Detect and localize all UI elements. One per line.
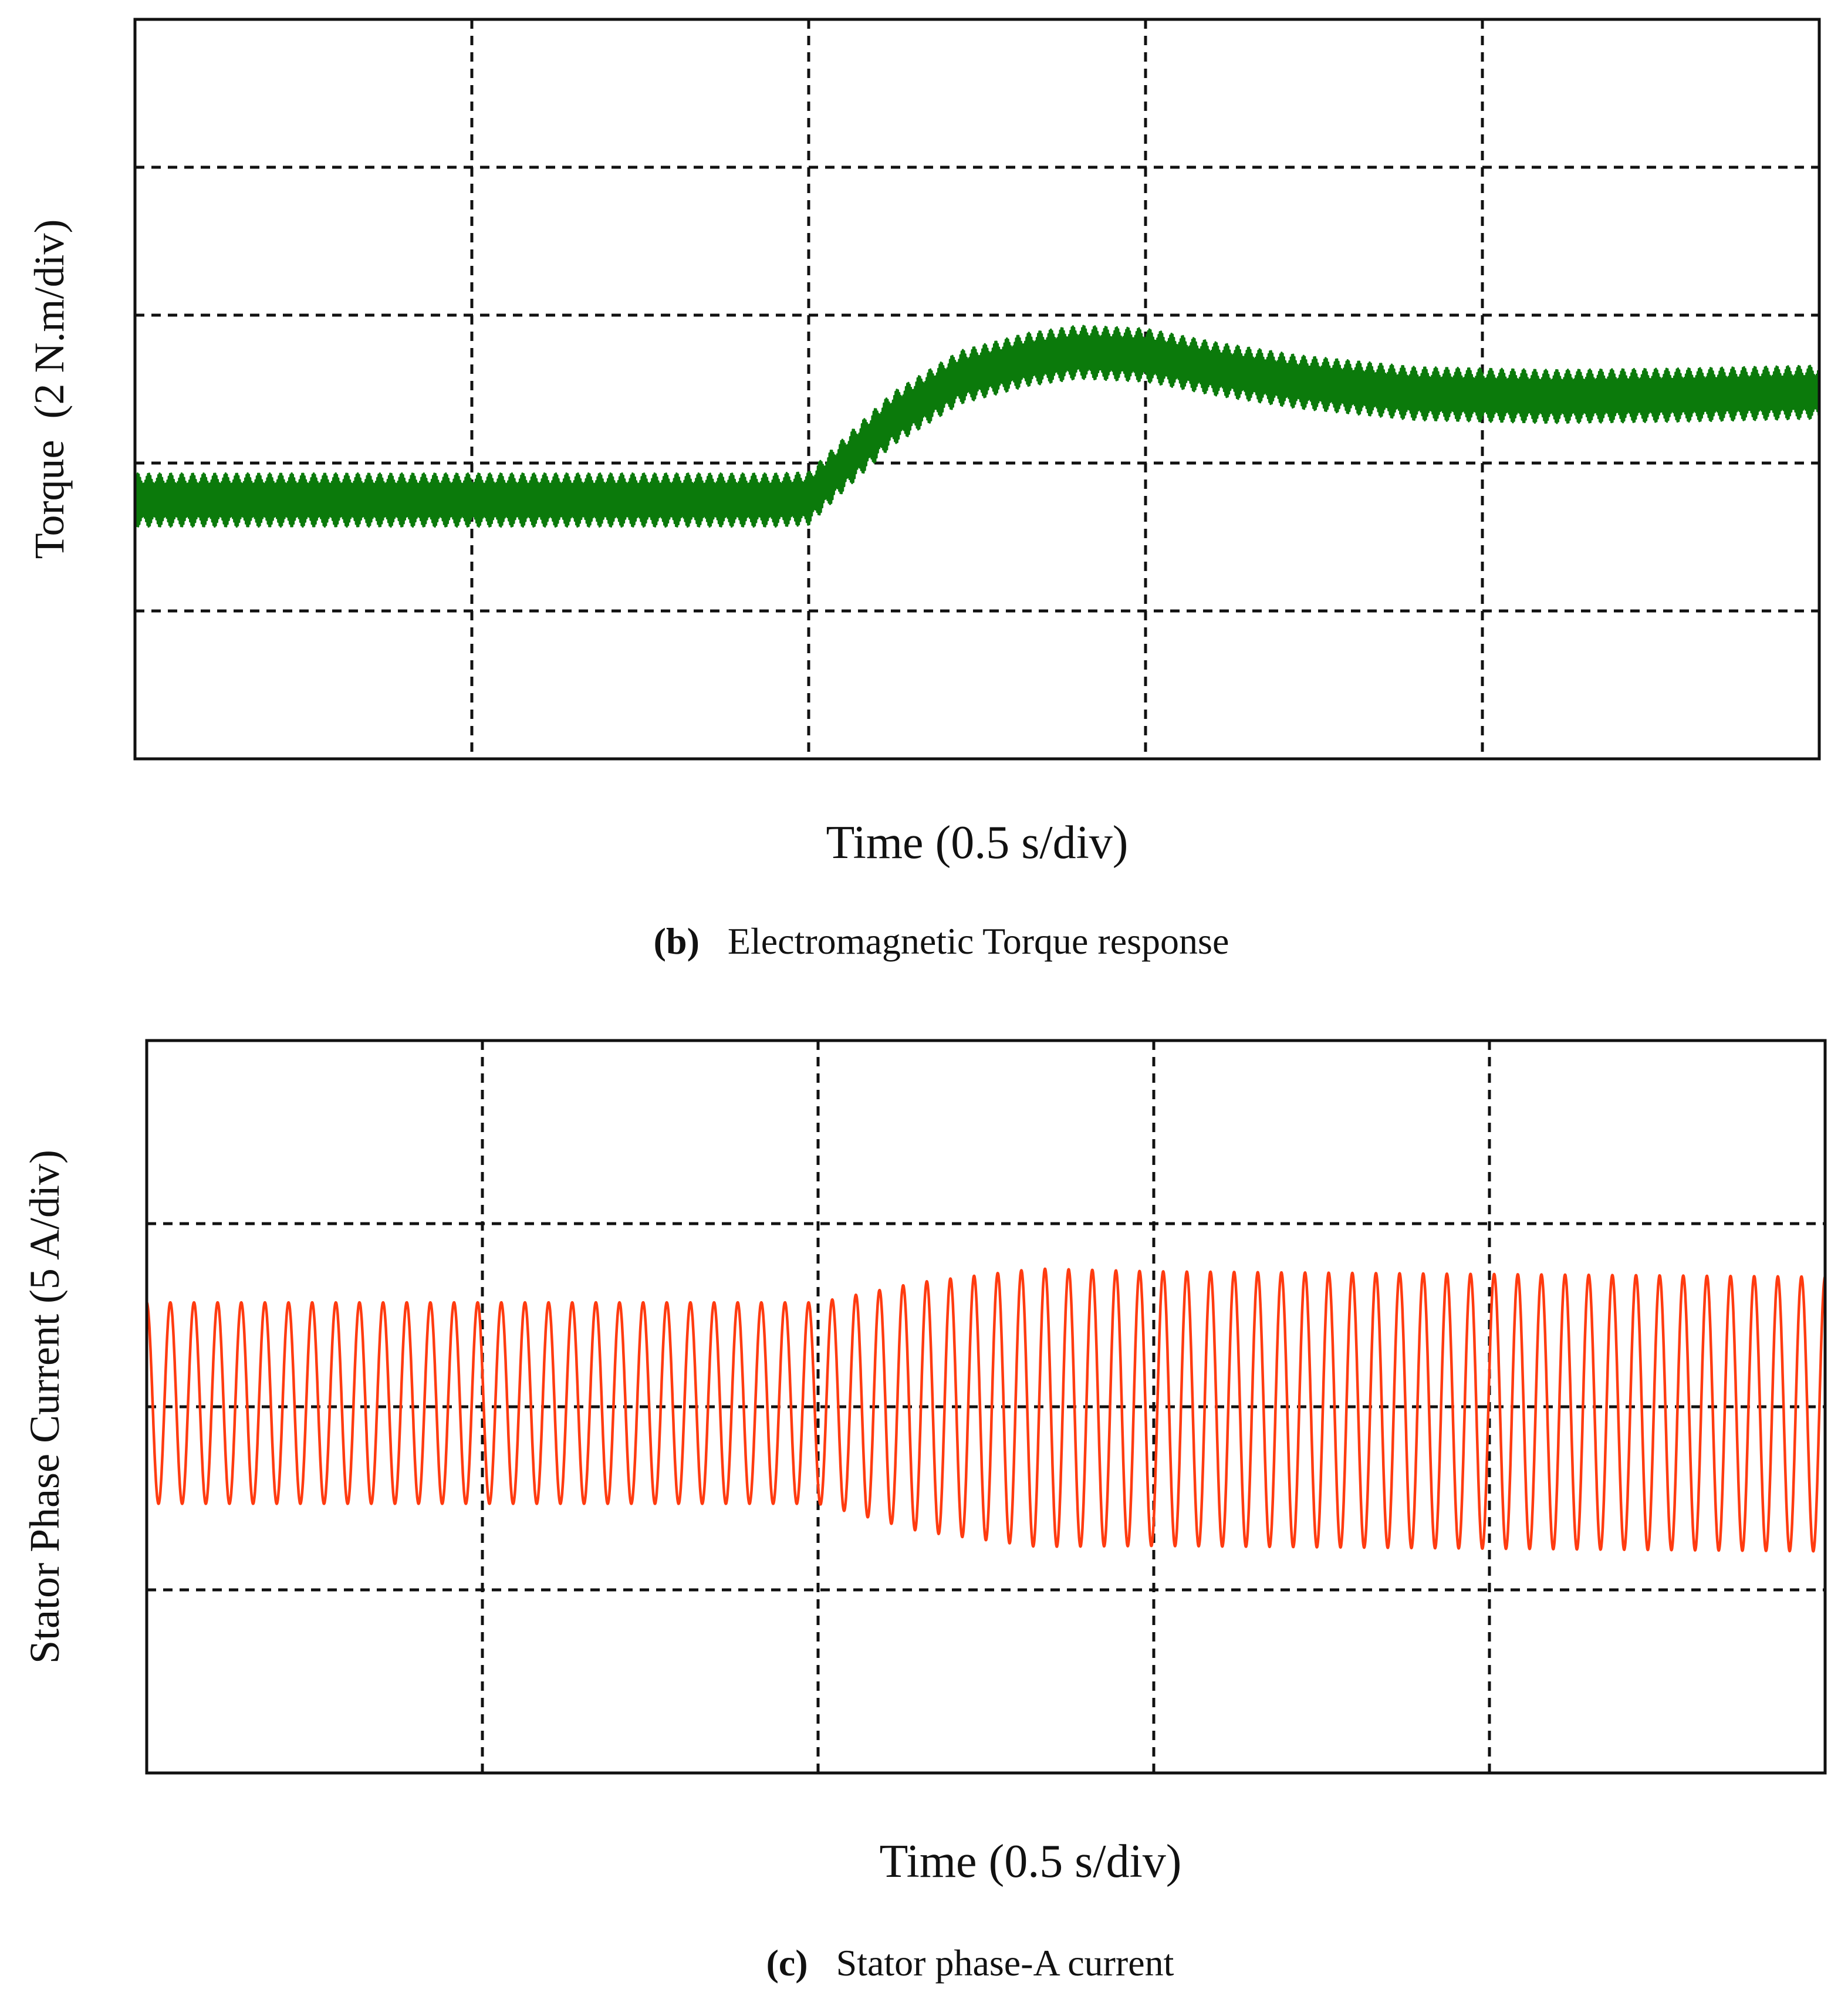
torque-plot-frame [133, 18, 1821, 761]
current-series-line [146, 1267, 1826, 1553]
current-x-axis-label: Time (0.5 s/div) [880, 1836, 1182, 1887]
torque-grid [135, 19, 1819, 759]
current-caption: (c) Stator phase-A current [766, 1942, 1174, 1984]
current-caption-tag: (c) [766, 1942, 808, 1984]
current-y-axis-label: Stator Phase Current (5 A/div) [21, 1150, 68, 1664]
torque-caption-tag: (b) [654, 920, 700, 962]
torque-caption-spacer [700, 920, 728, 962]
torque-trace [134, 325, 1820, 528]
current-chart: Stator Phase Current (5 A/div) Time (0.5… [21, 1039, 1827, 1984]
torque-caption-text: Electromagnetic Torque response [728, 920, 1229, 962]
torque-chart: Torque (2 N.m/div) Time (0.5 s/div) (b) … [26, 18, 1821, 962]
current-caption-spacer [808, 1942, 836, 1984]
current-grid [147, 1041, 1825, 1773]
torque-y-axis-label: Torque (2 N.m/div) [26, 219, 73, 559]
torque-x-axis-label: Time (0.5 s/div) [826, 817, 1129, 869]
current-trace [146, 1267, 1826, 1553]
current-caption-text: Stator phase-A current [836, 1942, 1174, 1984]
current-plot-frame [145, 1039, 1827, 1775]
torque-series-line [134, 325, 1820, 528]
torque-caption: (b) Electromagnetic Torque response [654, 920, 1229, 962]
